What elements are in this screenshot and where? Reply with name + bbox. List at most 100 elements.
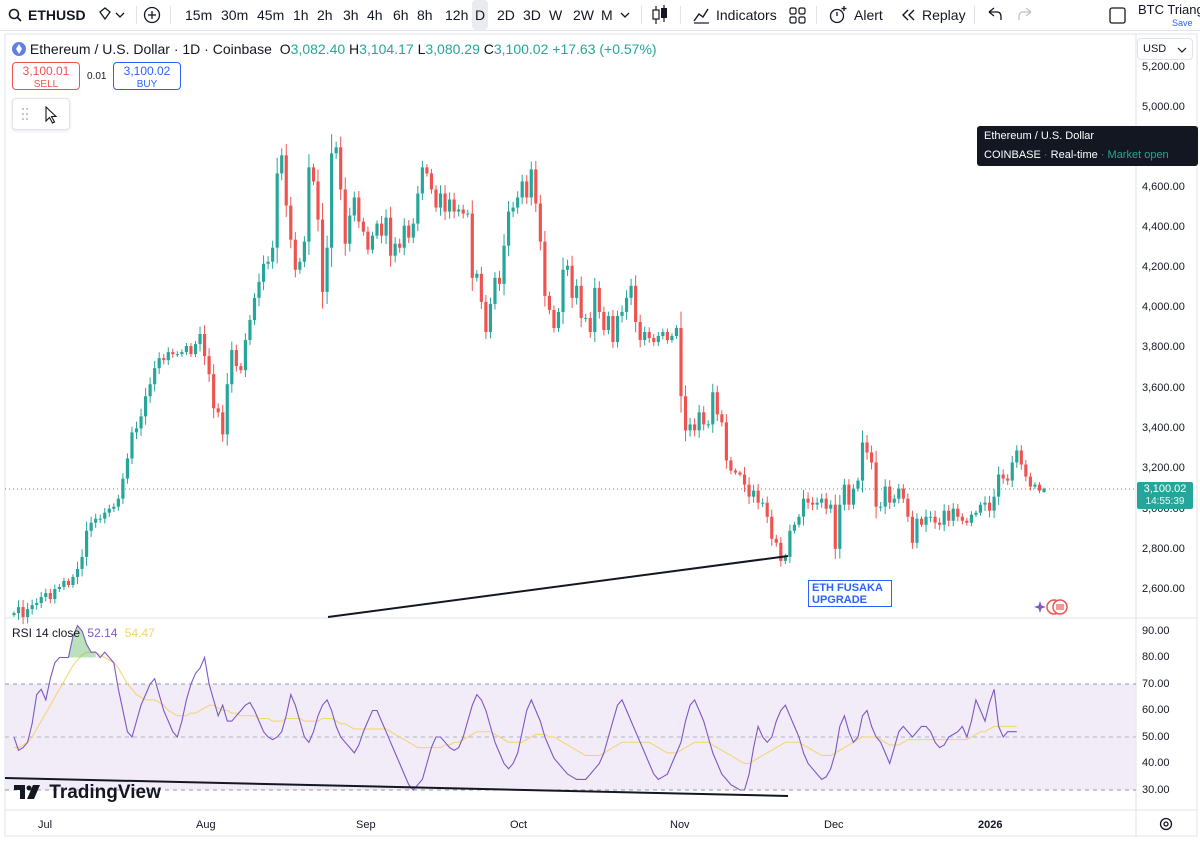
candle-body bbox=[180, 352, 184, 355]
candle-body bbox=[85, 530, 89, 557]
candle-body bbox=[711, 392, 715, 425]
settings-button[interactable] bbox=[1158, 816, 1174, 837]
candle-body bbox=[366, 231, 370, 250]
candle-body bbox=[1037, 484, 1042, 491]
templates-button[interactable] bbox=[788, 0, 808, 30]
layout-name[interactable]: BTC Triang Save bbox=[1138, 2, 1200, 29]
interval-30m[interactable]: 30m bbox=[221, 7, 249, 23]
close-value: 3,100.02 bbox=[493, 41, 549, 57]
candle-body bbox=[520, 181, 524, 198]
text-annotation[interactable]: ETH FUSAKA UPGRADE bbox=[808, 580, 892, 607]
rsi-trendline[interactable] bbox=[4, 777, 789, 797]
symbol-info-tooltip: Ethereum / U.S. Dollar COINBASE · Real-t… bbox=[977, 126, 1198, 166]
sell-button[interactable]: 3,100.01 SELL bbox=[12, 62, 80, 90]
candle-body bbox=[275, 173, 279, 248]
indicators-button[interactable]: Indicators bbox=[692, 0, 778, 30]
candle-body bbox=[833, 504, 837, 549]
rsi-tick-label: 50.00 bbox=[1142, 731, 1170, 743]
candle-body bbox=[547, 295, 552, 310]
candle-body bbox=[334, 147, 338, 154]
chart-type-button[interactable] bbox=[648, 0, 672, 30]
alert-button[interactable]: Alert bbox=[828, 0, 886, 30]
interval-m[interactable]: M bbox=[601, 7, 613, 23]
candle-body bbox=[243, 340, 247, 371]
interval-45m[interactable]: 45m bbox=[257, 7, 285, 23]
candle-body bbox=[311, 167, 316, 182]
replay-button[interactable]: Replay bbox=[900, 0, 966, 30]
time-tick-label: 2026 bbox=[978, 819, 1003, 831]
candle-body bbox=[484, 301, 488, 333]
buy-button[interactable]: 3,100.02 BUY bbox=[113, 62, 181, 90]
interval-12h[interactable]: 12h bbox=[445, 7, 469, 23]
interval-2w[interactable]: 2W bbox=[573, 7, 594, 23]
candle-body bbox=[774, 538, 778, 543]
candle-body bbox=[16, 607, 21, 614]
drag-handle-icon[interactable] bbox=[22, 108, 28, 120]
interval-15m[interactable]: 15m bbox=[185, 7, 213, 23]
compare-button[interactable] bbox=[96, 0, 130, 30]
candle-body bbox=[361, 221, 365, 232]
interval-8h[interactable]: 8h bbox=[417, 7, 433, 23]
interval-w[interactable]: W bbox=[549, 7, 563, 23]
candle-body bbox=[738, 472, 742, 475]
interval-4h[interactable]: 4h bbox=[367, 7, 383, 23]
candle-body bbox=[856, 480, 860, 489]
rsi-tick-label: 60.00 bbox=[1142, 704, 1170, 716]
candle-body bbox=[674, 328, 679, 337]
price-tick-label: 5,000.00 bbox=[1142, 101, 1185, 113]
interval-dropdown[interactable] bbox=[616, 0, 634, 30]
candle-body bbox=[661, 332, 665, 337]
candle-body bbox=[969, 514, 973, 523]
interval-d[interactable]: D bbox=[472, 0, 489, 30]
candle-body bbox=[62, 580, 66, 587]
candle-body bbox=[166, 352, 170, 361]
currency-selector[interactable]: USD bbox=[1137, 38, 1193, 60]
candle-body bbox=[552, 309, 556, 328]
candle-body bbox=[602, 311, 606, 331]
sparkle-event-icon bbox=[1034, 601, 1046, 613]
candle-body bbox=[307, 167, 311, 242]
candle-body bbox=[71, 576, 75, 585]
candle-body bbox=[325, 247, 329, 292]
spread-value: 0.01 bbox=[87, 71, 107, 82]
price-tick-label: 5,200.00 bbox=[1142, 61, 1185, 73]
price-tick-label: 2,600.00 bbox=[1142, 583, 1185, 595]
candle-body bbox=[606, 315, 610, 331]
candle-body bbox=[897, 488, 901, 499]
candle-body bbox=[452, 199, 456, 212]
rsi-value: 52.14 bbox=[87, 626, 118, 640]
redo-button[interactable] bbox=[1016, 0, 1036, 30]
interval-3d[interactable]: 3D bbox=[523, 7, 541, 23]
cursor-arrow-icon[interactable] bbox=[45, 105, 58, 124]
interval-2h[interactable]: 2h bbox=[317, 7, 333, 23]
candle-body bbox=[565, 265, 570, 270]
candle-body bbox=[933, 516, 937, 523]
candle-body bbox=[248, 319, 252, 341]
candle-body bbox=[53, 589, 57, 600]
tradingview-logo: TradingView bbox=[14, 782, 161, 804]
events-icons[interactable] bbox=[1032, 598, 1072, 621]
interval-6h[interactable]: 6h bbox=[393, 7, 409, 23]
undo-button[interactable] bbox=[984, 0, 1004, 30]
add-symbol-button[interactable] bbox=[142, 0, 162, 30]
candle-body bbox=[434, 189, 438, 208]
candle-body bbox=[202, 334, 207, 357]
candle-body bbox=[797, 516, 801, 525]
interval-1h[interactable]: 1h bbox=[293, 7, 309, 23]
price-trendline[interactable] bbox=[327, 555, 789, 618]
candle-body bbox=[820, 498, 824, 503]
candle-body bbox=[829, 504, 833, 509]
candle-body bbox=[860, 442, 865, 481]
interval-3h[interactable]: 3h bbox=[343, 7, 359, 23]
candle-body bbox=[706, 424, 710, 426]
candle-body bbox=[947, 510, 951, 521]
candle-body bbox=[189, 346, 193, 355]
candle-body bbox=[370, 235, 375, 250]
interval-2d[interactable]: 2D bbox=[497, 7, 515, 23]
candle-body bbox=[289, 205, 293, 240]
candle-body bbox=[756, 490, 760, 503]
symbol-search[interactable]: ETHUSD bbox=[8, 0, 86, 30]
search-icon bbox=[8, 8, 22, 22]
layout-button[interactable] bbox=[1108, 0, 1128, 30]
